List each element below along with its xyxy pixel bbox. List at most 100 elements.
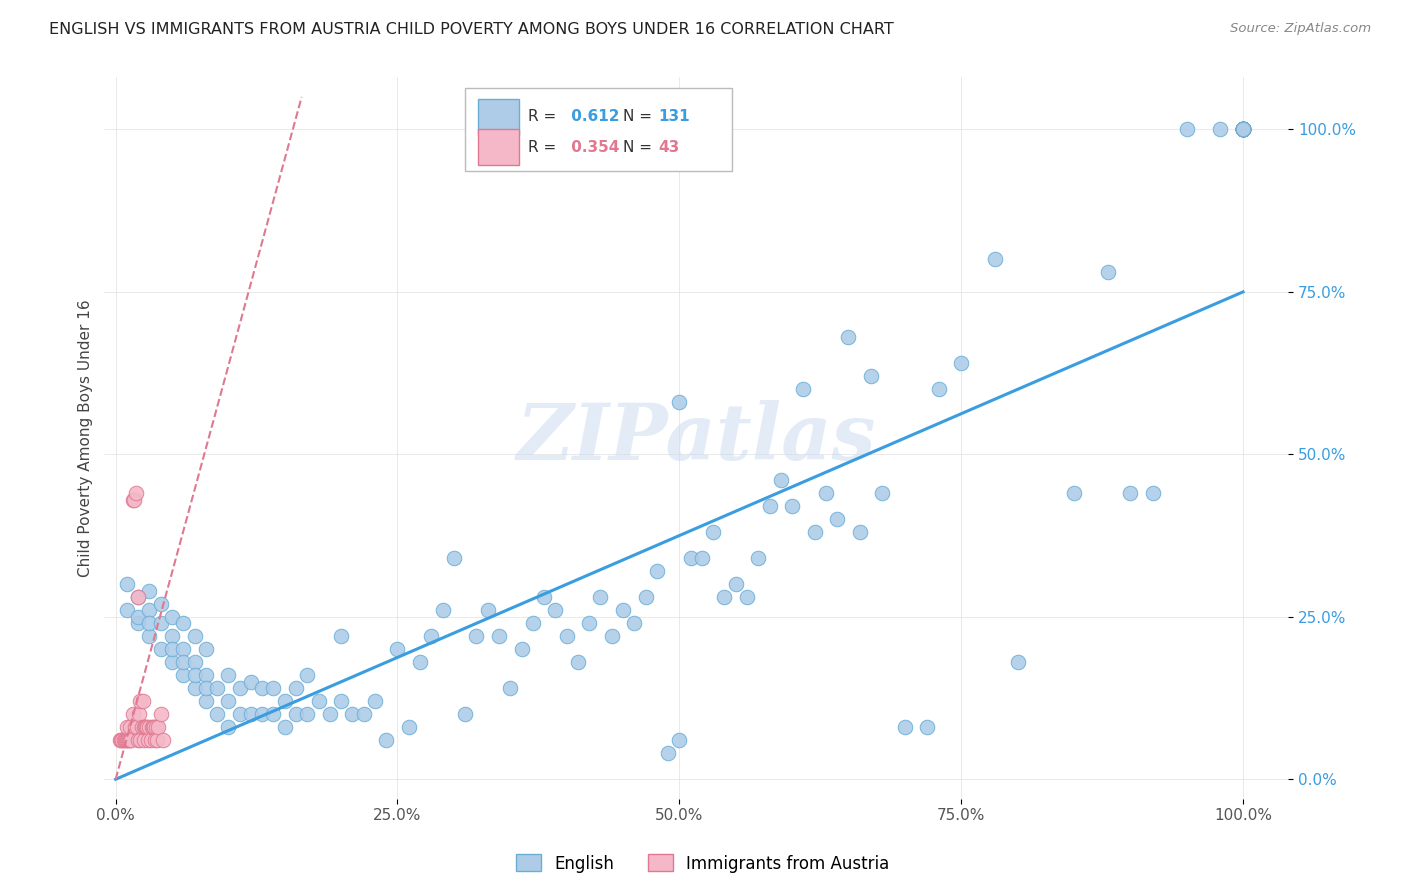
Point	[146, 733, 169, 747]
Point	[132, 694, 155, 708]
Point	[702, 525, 724, 540]
Point	[330, 694, 353, 708]
Point	[139, 733, 162, 747]
Point	[578, 616, 600, 631]
Point	[115, 720, 138, 734]
Point	[1232, 122, 1254, 136]
Point	[149, 597, 172, 611]
Point	[1097, 265, 1119, 279]
Point	[194, 694, 217, 708]
Point	[127, 616, 149, 631]
Point	[825, 512, 848, 526]
Point	[131, 720, 153, 734]
Point	[263, 707, 285, 722]
Point	[375, 733, 398, 747]
Point	[217, 694, 239, 708]
Point	[110, 733, 132, 747]
Point	[713, 591, 735, 605]
Point	[735, 591, 758, 605]
Point	[420, 629, 443, 643]
Point	[1232, 122, 1254, 136]
Point	[724, 577, 747, 591]
Point	[149, 707, 172, 722]
Text: N =: N =	[623, 110, 657, 124]
Point	[128, 707, 150, 722]
Text: ZIPatlas: ZIPatlas	[516, 400, 876, 476]
Point	[342, 707, 364, 722]
Point	[1232, 122, 1254, 136]
Point	[589, 591, 612, 605]
Point	[859, 369, 882, 384]
Point	[117, 733, 139, 747]
Text: ENGLISH VS IMMIGRANTS FROM AUSTRIA CHILD POVERTY AMONG BOYS UNDER 16 CORRELATION: ENGLISH VS IMMIGRANTS FROM AUSTRIA CHILD…	[49, 22, 894, 37]
Point	[250, 707, 273, 722]
Point	[1232, 122, 1254, 136]
Point	[120, 733, 142, 747]
Point	[623, 616, 645, 631]
Text: 43: 43	[658, 140, 679, 154]
Point	[194, 642, 217, 657]
Point	[138, 583, 160, 598]
Point	[121, 707, 143, 722]
Point	[160, 642, 183, 657]
Point	[1232, 122, 1254, 136]
Point	[533, 591, 555, 605]
Point	[432, 603, 454, 617]
Point	[1175, 122, 1198, 136]
Point	[138, 720, 160, 734]
Legend: English, Immigrants from Austria: English, Immigrants from Austria	[510, 847, 896, 880]
Point	[950, 356, 973, 370]
Point	[172, 655, 194, 669]
Point	[297, 707, 319, 722]
Point	[114, 733, 136, 747]
Point	[668, 733, 690, 747]
Point	[1232, 122, 1254, 136]
Point	[145, 720, 167, 734]
Point	[499, 681, 522, 696]
Point	[152, 733, 174, 747]
Point	[555, 629, 578, 643]
Point	[1232, 122, 1254, 136]
Y-axis label: Child Poverty Among Boys Under 16: Child Poverty Among Boys Under 16	[79, 300, 93, 577]
Point	[129, 694, 152, 708]
Point	[454, 707, 477, 722]
Point	[567, 655, 589, 669]
Point	[894, 720, 917, 734]
Point	[274, 720, 297, 734]
Point	[183, 681, 205, 696]
Point	[1232, 122, 1254, 136]
Point	[769, 473, 792, 487]
Point	[132, 733, 155, 747]
Point	[1119, 486, 1142, 500]
Text: R =: R =	[529, 110, 561, 124]
Point	[984, 252, 1007, 267]
Point	[1007, 655, 1029, 669]
Point	[1232, 122, 1254, 136]
Point	[477, 603, 499, 617]
Point	[1232, 122, 1254, 136]
Point	[443, 551, 465, 566]
Point	[297, 668, 319, 682]
Point	[645, 564, 668, 578]
Point	[387, 642, 409, 657]
Point	[239, 674, 262, 689]
Point	[115, 603, 138, 617]
Point	[522, 616, 544, 631]
Point	[758, 500, 780, 514]
Point	[837, 330, 859, 344]
Text: 0.354: 0.354	[567, 140, 620, 154]
Point	[124, 720, 146, 734]
Point	[148, 720, 170, 734]
Point	[1232, 122, 1254, 136]
Point	[488, 629, 510, 643]
Point	[129, 733, 152, 747]
Point	[928, 383, 950, 397]
Point	[1232, 122, 1254, 136]
Point	[136, 720, 159, 734]
Point	[122, 492, 145, 507]
Point	[228, 681, 250, 696]
Point	[510, 642, 533, 657]
Point	[274, 694, 297, 708]
Point	[217, 668, 239, 682]
Point	[149, 616, 172, 631]
